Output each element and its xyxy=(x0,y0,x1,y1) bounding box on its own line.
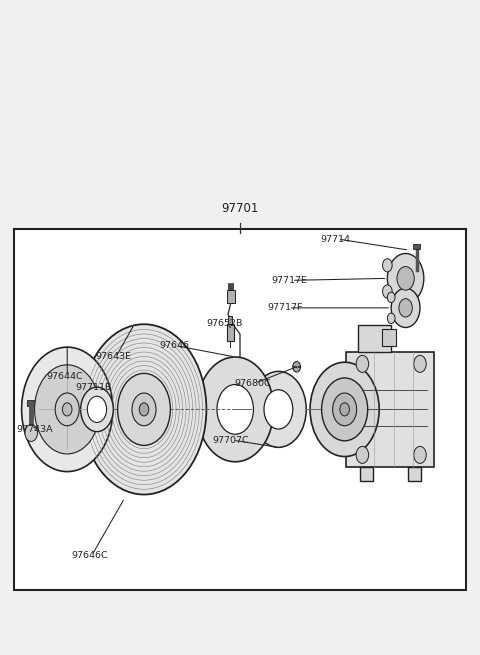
Circle shape xyxy=(87,396,107,422)
Circle shape xyxy=(414,447,426,464)
Circle shape xyxy=(197,357,274,462)
Circle shape xyxy=(264,390,293,429)
Bar xyxy=(346,352,434,466)
Bar xyxy=(227,290,235,303)
Circle shape xyxy=(322,378,368,441)
Text: 97680C: 97680C xyxy=(234,379,271,388)
Circle shape xyxy=(333,393,357,426)
Circle shape xyxy=(251,371,306,447)
Text: 97717F: 97717F xyxy=(268,303,303,312)
Circle shape xyxy=(383,259,392,272)
Circle shape xyxy=(55,393,79,426)
Circle shape xyxy=(293,362,300,372)
Circle shape xyxy=(340,403,349,416)
Circle shape xyxy=(356,355,369,372)
Circle shape xyxy=(217,384,253,434)
Text: 97643E: 97643E xyxy=(95,352,131,362)
Circle shape xyxy=(310,362,379,457)
Circle shape xyxy=(82,324,206,495)
Circle shape xyxy=(391,288,420,328)
Bar xyxy=(14,229,466,590)
Bar xyxy=(360,466,373,481)
Circle shape xyxy=(118,373,170,445)
Text: 97701: 97701 xyxy=(221,202,259,215)
Circle shape xyxy=(81,387,113,432)
Text: 97711B: 97711B xyxy=(76,383,112,392)
Text: 97717E: 97717E xyxy=(271,276,307,285)
Circle shape xyxy=(397,267,414,290)
Circle shape xyxy=(132,393,156,426)
Bar xyxy=(413,244,420,249)
Circle shape xyxy=(35,365,100,454)
Circle shape xyxy=(387,292,395,303)
Bar xyxy=(358,324,391,352)
Bar xyxy=(382,329,396,346)
Bar xyxy=(27,400,35,406)
Circle shape xyxy=(356,447,369,464)
Circle shape xyxy=(22,347,113,472)
Circle shape xyxy=(399,299,412,317)
Text: 97646C: 97646C xyxy=(71,551,108,560)
Text: 97743A: 97743A xyxy=(17,424,53,434)
Circle shape xyxy=(139,403,149,416)
Circle shape xyxy=(387,253,424,303)
Circle shape xyxy=(414,355,426,372)
Circle shape xyxy=(383,285,392,298)
Circle shape xyxy=(62,403,72,416)
Text: 97644C: 97644C xyxy=(47,372,83,381)
Text: 97652B: 97652B xyxy=(206,319,243,328)
Bar xyxy=(228,316,232,324)
Text: 97646: 97646 xyxy=(159,341,189,350)
Text: 97714: 97714 xyxy=(321,234,350,244)
Circle shape xyxy=(387,313,395,324)
Circle shape xyxy=(25,424,37,441)
Text: 97707C: 97707C xyxy=(212,436,249,445)
Bar xyxy=(227,324,234,341)
Bar xyxy=(408,466,421,481)
